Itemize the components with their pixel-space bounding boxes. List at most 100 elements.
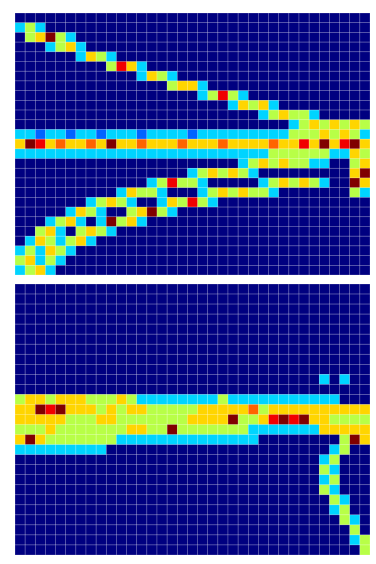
heatmap-cell [207,138,219,150]
heatmap-cell [176,129,188,140]
heatmap-cell [136,235,148,247]
heatmap-cell [176,283,188,295]
heatmap-cell [207,514,219,526]
heatmap-cell [278,12,290,24]
heatmap-cell [75,524,87,536]
heatmap-cell [308,255,320,266]
heatmap-cell [45,283,56,295]
heatmap-cell [85,333,97,345]
heatmap-cell [65,138,77,150]
heatmap-cell [146,41,158,53]
heatmap-cell [55,264,67,276]
heatmap-cell [187,70,198,82]
heatmap-cell [359,283,371,295]
heatmap-cell [207,206,219,218]
heatmap-cell [308,404,320,415]
heatmap-cell [268,255,280,266]
heatmap-cell [227,148,239,159]
heatmap-cell [187,353,198,365]
heatmap-cell [318,197,330,208]
heatmap-cell [278,494,290,506]
heatmap-cell [187,484,198,496]
heatmap-cell [126,293,138,305]
heatmap-cell [24,404,36,415]
heatmap-cell [105,484,117,496]
heatmap-cell [359,177,371,188]
heatmap-cell [34,119,46,130]
heatmap-cell [156,313,168,325]
heatmap-cell [176,474,188,486]
heatmap-cell [34,293,46,305]
heatmap-cell [247,454,259,465]
heatmap-cell [247,197,259,208]
heatmap-cell [95,434,107,445]
heatmap-cell [197,434,209,445]
heatmap-cell [105,313,117,325]
heatmap-cell [24,283,36,295]
heatmap-cell [349,226,361,237]
heatmap-cell [166,524,178,536]
heatmap-cell [329,158,340,169]
heatmap-cell [136,255,148,266]
heatmap-cell [237,504,249,516]
heatmap-cell [298,323,310,335]
heatmap-cell [278,394,290,405]
heatmap-cell [349,303,361,315]
heatmap-cell [24,293,36,305]
heatmap-cell [227,404,239,415]
heatmap-cell [65,333,77,345]
heatmap-cell [308,41,320,53]
heatmap-cell [14,264,26,276]
heatmap-cell [166,394,178,405]
heatmap-cell [116,444,127,455]
heatmap-cell [359,454,371,465]
heatmap-cell [136,414,148,425]
heatmap-cell [105,90,117,101]
heatmap-cell [247,51,259,62]
heatmap-cell [65,434,77,445]
heatmap-cell [75,216,87,227]
heatmap-cell [258,109,269,121]
heatmap-cell [247,384,259,395]
heatmap-cell [45,464,56,476]
heatmap-cell [187,22,198,33]
heatmap-cell [197,494,209,506]
heatmap-cell [55,187,67,198]
heatmap-cell [146,454,158,465]
heatmap-cell [75,504,87,516]
heatmap-cell [308,514,320,526]
heatmap-cell [146,51,158,62]
heatmap-cell [359,464,371,476]
heatmap-cell [217,414,229,425]
heatmap-cell [176,464,188,476]
heatmap-cell [136,353,148,365]
heatmap-cell [166,32,178,43]
heatmap-cell [308,216,320,227]
heatmap-cell [247,109,259,121]
heatmap-cell [359,363,371,375]
heatmap-cell [349,177,361,188]
heatmap-cell [329,41,340,53]
heatmap-cell [329,544,340,556]
heatmap-cell [187,80,198,91]
heatmap-cell [339,303,351,315]
heatmap-cell [339,100,351,111]
heatmap-cell [207,100,219,111]
heatmap-cell [278,245,290,256]
heatmap-cell [288,70,300,82]
heatmap-cell [146,343,158,355]
heatmap-cell [55,484,67,496]
heatmap-cell [268,90,280,101]
heatmap-cell [217,474,229,486]
heatmap-cell [176,187,188,198]
heatmap-cell [176,158,188,169]
heatmap-cell [359,504,371,516]
heatmap-cell [298,333,310,345]
heatmap-cell [65,384,77,395]
heatmap-cell [187,235,198,247]
heatmap-cell [95,424,107,435]
heatmap-cell [156,333,168,345]
heatmap-cell [258,333,269,345]
heatmap-cell [278,474,290,486]
heatmap-cell [55,216,67,227]
